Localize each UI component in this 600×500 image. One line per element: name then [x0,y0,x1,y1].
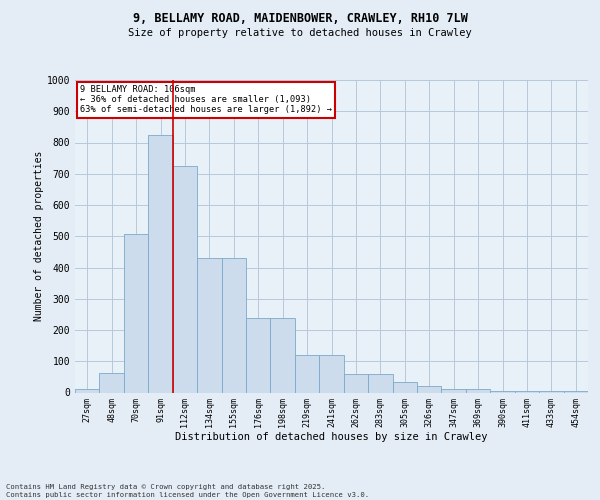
Bar [271,318,295,392]
Bar [539,391,563,392]
Bar [442,389,466,392]
Bar [100,373,124,392]
Bar [515,391,539,392]
Bar [173,166,197,392]
Bar [75,390,100,392]
Bar [295,355,319,393]
Bar [221,258,246,392]
Bar [417,386,442,392]
Text: Contains HM Land Registry data © Crown copyright and database right 2025.
Contai: Contains HM Land Registry data © Crown c… [6,484,369,498]
Bar [490,391,515,392]
Bar [148,134,173,392]
X-axis label: Distribution of detached houses by size in Crawley: Distribution of detached houses by size … [175,432,488,442]
Bar [563,391,588,392]
Bar [466,389,490,392]
Text: Size of property relative to detached houses in Crawley: Size of property relative to detached ho… [128,28,472,38]
Text: 9, BELLAMY ROAD, MAIDENBOWER, CRAWLEY, RH10 7LW: 9, BELLAMY ROAD, MAIDENBOWER, CRAWLEY, R… [133,12,467,26]
Bar [319,355,344,393]
Bar [197,258,221,392]
Y-axis label: Number of detached properties: Number of detached properties [34,151,44,322]
Text: 9 BELLAMY ROAD: 106sqm
← 36% of detached houses are smaller (1,093)
63% of semi-: 9 BELLAMY ROAD: 106sqm ← 36% of detached… [80,84,332,114]
Bar [344,374,368,392]
Bar [246,318,271,392]
Bar [392,382,417,392]
Bar [124,234,148,392]
Bar [368,374,392,392]
